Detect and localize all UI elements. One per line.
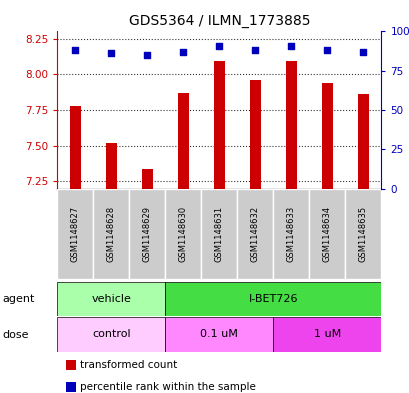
Point: [359, 49, 366, 55]
Text: GSM1148635: GSM1148635: [358, 206, 367, 262]
Text: transformed count: transformed count: [80, 360, 177, 370]
Bar: [57, 317, 165, 352]
Text: GSM1148634: GSM1148634: [322, 206, 331, 262]
Point: [72, 47, 79, 53]
Text: 0.1 uM: 0.1 uM: [200, 329, 238, 340]
Bar: [165, 189, 201, 279]
Bar: [165, 282, 380, 316]
Bar: [201, 189, 237, 279]
Point: [323, 47, 330, 53]
Bar: [57, 282, 165, 316]
Point: [108, 50, 115, 57]
Text: GSM1148633: GSM1148633: [286, 206, 295, 262]
Text: I-BET726: I-BET726: [248, 294, 297, 304]
Text: GSM1148628: GSM1148628: [107, 206, 116, 262]
Bar: [308, 189, 344, 279]
Point: [180, 49, 186, 55]
Bar: [93, 189, 129, 279]
Bar: [142, 169, 153, 189]
Text: GSM1148627: GSM1148627: [71, 206, 80, 262]
Bar: [237, 189, 273, 279]
Point: [216, 42, 222, 49]
Point: [252, 47, 258, 53]
Bar: [357, 94, 368, 189]
Bar: [106, 143, 117, 189]
Title: GDS5364 / ILMN_1773885: GDS5364 / ILMN_1773885: [128, 14, 309, 28]
Bar: [273, 189, 308, 279]
Bar: [165, 317, 273, 352]
Bar: [321, 83, 332, 189]
Bar: [129, 189, 165, 279]
Text: agent: agent: [2, 294, 34, 305]
Text: 1 uM: 1 uM: [313, 329, 340, 340]
Bar: [249, 80, 260, 189]
Text: GSM1148632: GSM1148632: [250, 206, 259, 262]
Bar: [213, 61, 224, 189]
Bar: [70, 106, 81, 189]
Text: control: control: [92, 329, 130, 340]
Bar: [273, 317, 380, 352]
Bar: [178, 93, 188, 189]
Text: vehicle: vehicle: [91, 294, 131, 304]
Bar: [344, 189, 380, 279]
Text: GSM1148629: GSM1148629: [142, 206, 151, 262]
Text: GSM1148630: GSM1148630: [178, 206, 187, 262]
Bar: [285, 61, 296, 189]
Text: percentile rank within the sample: percentile rank within the sample: [80, 382, 255, 392]
Bar: [57, 189, 93, 279]
Point: [288, 42, 294, 49]
Text: GSM1148631: GSM1148631: [214, 206, 223, 262]
Point: [144, 52, 150, 58]
Text: dose: dose: [2, 330, 29, 340]
